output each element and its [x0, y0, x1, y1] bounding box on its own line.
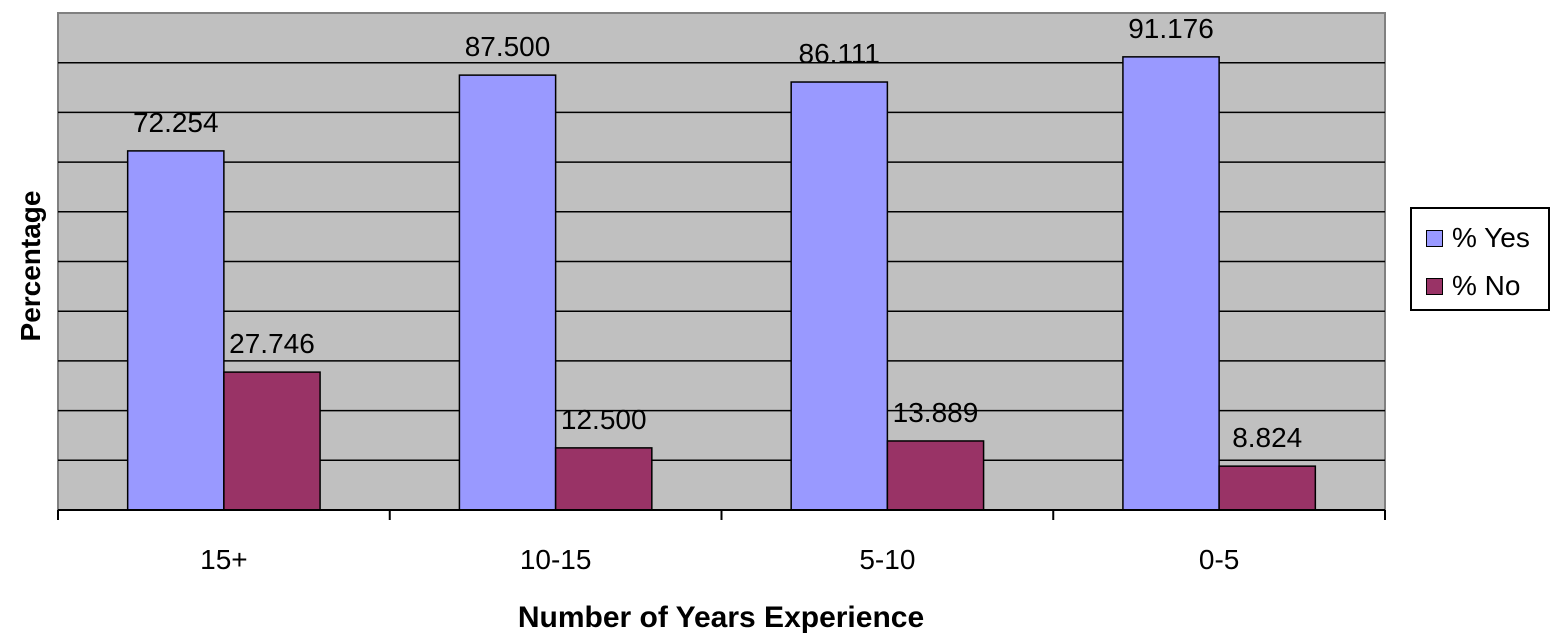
legend-swatch-no	[1426, 277, 1443, 295]
data-label: 87.500	[465, 31, 551, 62]
x-tick-label: 15+	[200, 544, 248, 575]
legend-item-yes: % Yes	[1426, 222, 1530, 253]
bar-yes-10-15	[458, 74, 557, 511]
data-label: 8.824	[1232, 422, 1302, 453]
bar-no-10-15	[554, 447, 653, 511]
bar-no-15+	[223, 371, 321, 511]
y-axis-title: Percentage	[15, 191, 46, 342]
legend-label-no: % No	[1452, 270, 1521, 301]
bar-yes-5-10	[790, 81, 889, 511]
legend: % Yes % No	[1410, 207, 1550, 311]
legend-label-yes: % Yes	[1452, 222, 1530, 253]
bar-no-0-5	[1218, 465, 1317, 511]
x-tick-label: 0-5	[1199, 544, 1239, 575]
x-axis-title: Number of Years Experience	[518, 601, 924, 633]
data-labels: 72.254 87.500 86.111 91.176 27.746 12.500 13.8…	[133, 13, 1302, 453]
data-label: 91.176	[1128, 13, 1214, 44]
data-label: 72.254	[133, 107, 219, 138]
data-label: 13.889	[893, 397, 979, 428]
bar-yes-0-5	[1122, 56, 1220, 511]
x-tick-label: 10-15	[520, 544, 592, 575]
bar-yes-15+	[126, 150, 225, 511]
x-axis: 15+ 10-15 5-10 0-5	[57, 509, 1386, 575]
x-tick-label: 5-10	[859, 544, 915, 575]
data-label: 12.500	[561, 404, 647, 435]
bar-no-5-10	[886, 440, 985, 511]
data-label: 27.746	[229, 328, 315, 359]
legend-item-no: % No	[1426, 270, 1521, 301]
data-label: 86.111	[799, 38, 880, 69]
legend-swatch-yes	[1426, 229, 1443, 247]
bars	[126, 56, 1317, 511]
